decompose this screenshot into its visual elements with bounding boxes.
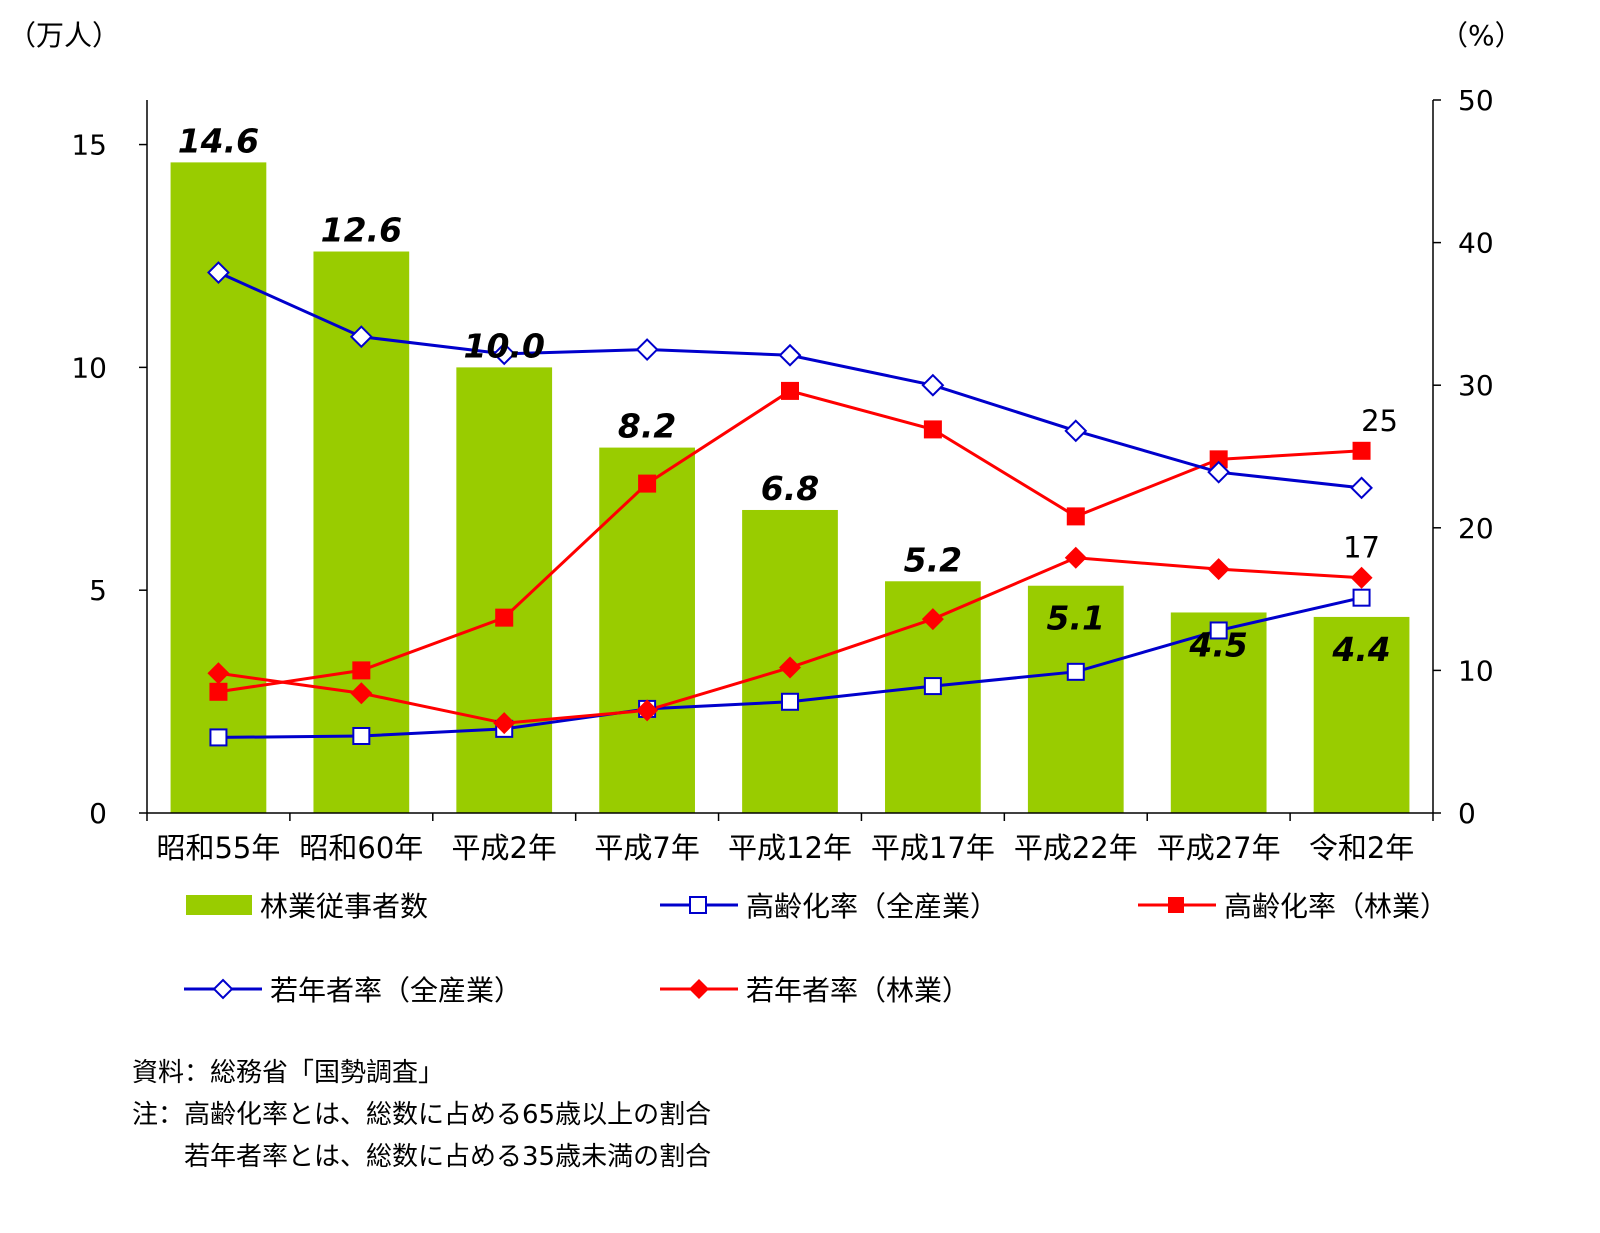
series-3-point-5 <box>921 608 944 631</box>
legend-filled-square-line-icon <box>1138 897 1216 913</box>
bar-value-label: 6.8 <box>761 469 819 508</box>
series-end-label: 17 <box>1343 531 1380 565</box>
x-tick-label: 昭和55年 <box>156 831 280 865</box>
series-0-point-1 <box>352 726 371 745</box>
legend-item-aging-all: 高齢化率（全産業） <box>658 885 998 925</box>
series-2-point-8 <box>1350 476 1373 500</box>
series-2-point-7 <box>1207 460 1231 484</box>
series-3-point-6 <box>1064 546 1087 569</box>
series-0-point-8 <box>1352 588 1371 607</box>
bar-3 <box>599 447 695 813</box>
right-tick-label: 30 <box>1458 369 1494 402</box>
series-2-point-3 <box>635 338 659 361</box>
notes: 資料：総務省「国勢調査」 注：高齢化率とは、総数に占める65歳以上の割合 若年者… <box>132 1052 711 1178</box>
left-tick-label: 5 <box>89 574 107 607</box>
legend-bar-swatch-icon <box>186 895 252 915</box>
right-tick-label: 10 <box>1458 654 1494 687</box>
series-1-point-8 <box>1352 441 1371 460</box>
series-end-label: 25 <box>1361 404 1398 438</box>
legend-open-diamond-line-icon <box>184 978 262 1000</box>
legend-item-youth-all: 若年者率（全産業） <box>182 969 522 1009</box>
bar-0 <box>170 162 267 813</box>
series-0-point-5 <box>923 677 942 696</box>
series-0-point-4 <box>781 692 799 711</box>
legend-filled-diamond-line-icon <box>660 979 738 999</box>
bar-value-label: 5.1 <box>1047 599 1105 638</box>
note-aging-definition: 注：高齢化率とは、総数に占める65歳以上の割合 <box>132 1100 712 1130</box>
x-tick-label: 平成27年 <box>1157 831 1281 865</box>
legend-label-aging-forestry: 高齢化率（林業） <box>1224 890 1449 923</box>
bar-value-label: 8.2 <box>618 407 676 446</box>
left-axis-unit: （万人） <box>8 19 121 52</box>
series-3-point-3 <box>636 699 659 722</box>
bar-7 <box>1170 612 1267 813</box>
legend-label-forestry-workers: 林業従事者数 <box>260 890 429 923</box>
bar-2 <box>456 367 553 813</box>
series-1-point-2 <box>495 608 514 627</box>
right-axis-unit: （%） <box>1440 19 1523 52</box>
series-3-point-0 <box>207 662 230 685</box>
series-3-point-8 <box>1350 566 1373 589</box>
series-3-point-4 <box>779 656 801 679</box>
legend-open-square-line-icon <box>660 896 738 914</box>
legend-item-aging-forestry: 高齢化率（林業） <box>1136 885 1448 925</box>
x-tick-label: 平成2年 <box>451 831 556 865</box>
series-3-point-7 <box>1207 558 1230 581</box>
series-1-point-0 <box>209 682 228 701</box>
note-source: 資料：総務省「国勢調査」 <box>132 1058 445 1088</box>
chart: 0 5 10 15 0 10 20 30 40 50 昭和55年 昭和60年 平成2年 平成7年 平成12年… <box>71 84 1494 865</box>
x-tick-label: 平成7年 <box>594 831 699 865</box>
left-tick-label: 10 <box>71 351 107 384</box>
bar-value-label: 5.2 <box>904 540 962 579</box>
series-3-point-1 <box>350 682 373 705</box>
x-tick-label: 昭和60年 <box>299 831 423 865</box>
x-tick-label: 平成22年 <box>1014 831 1138 865</box>
legend-label-aging-all: 高齢化率（全産業） <box>746 890 999 923</box>
series-1-point-5 <box>923 420 942 439</box>
right-tick-label: 50 <box>1458 84 1494 117</box>
left-tick-label: 0 <box>89 797 107 830</box>
legend-item-forestry-workers: 林業従事者数 <box>186 885 428 925</box>
bar-value-label: 4.4 <box>1331 630 1390 669</box>
note-youth-definition: 若年者率とは、総数に占める35歳未満の割合 <box>132 1142 712 1172</box>
left-tick-label: 15 <box>71 129 107 162</box>
right-tick-label: 40 <box>1458 227 1494 260</box>
right-tick-label: 20 <box>1458 512 1494 545</box>
x-tick-label: 平成12年 <box>728 831 852 865</box>
series-2-point-0 <box>207 261 230 284</box>
bar-value-label: 4.5 <box>1188 625 1247 664</box>
series-1-point-1 <box>352 661 371 680</box>
series-2-point-1 <box>349 325 373 349</box>
right-tick-label: 0 <box>1458 797 1476 830</box>
series-2-point-2 <box>492 342 516 366</box>
x-tick-label: 令和2年 <box>1309 831 1414 865</box>
x-tick-label: 平成17年 <box>871 831 995 865</box>
series-0-point-6 <box>1066 662 1085 681</box>
legend-label-youth-all: 若年者率（全産業） <box>270 974 523 1007</box>
series-2-point-4 <box>778 343 802 367</box>
series-0-point-0 <box>209 728 228 747</box>
series-1-point-3 <box>638 474 657 493</box>
series-1-point-4 <box>781 381 799 400</box>
legend-item-youth-forestry: 若年者率（林業） <box>658 969 970 1009</box>
bar-value-label: 14.6 <box>178 121 259 160</box>
bar-value-label: 10.0 <box>464 326 545 365</box>
bar-6 <box>1027 585 1124 813</box>
series-0-point-7 <box>1209 621 1228 640</box>
bar-8 <box>1313 616 1410 813</box>
series-3-point-2 <box>493 712 516 735</box>
series-1-point-7 <box>1209 450 1228 469</box>
series-2-point-6 <box>1064 419 1088 443</box>
bar-value-label: 12.6 <box>321 211 402 250</box>
series-2-point-5 <box>921 373 945 397</box>
legend-label-youth-forestry: 若年者率（林業） <box>746 974 971 1007</box>
series-1-point-6 <box>1066 507 1085 526</box>
